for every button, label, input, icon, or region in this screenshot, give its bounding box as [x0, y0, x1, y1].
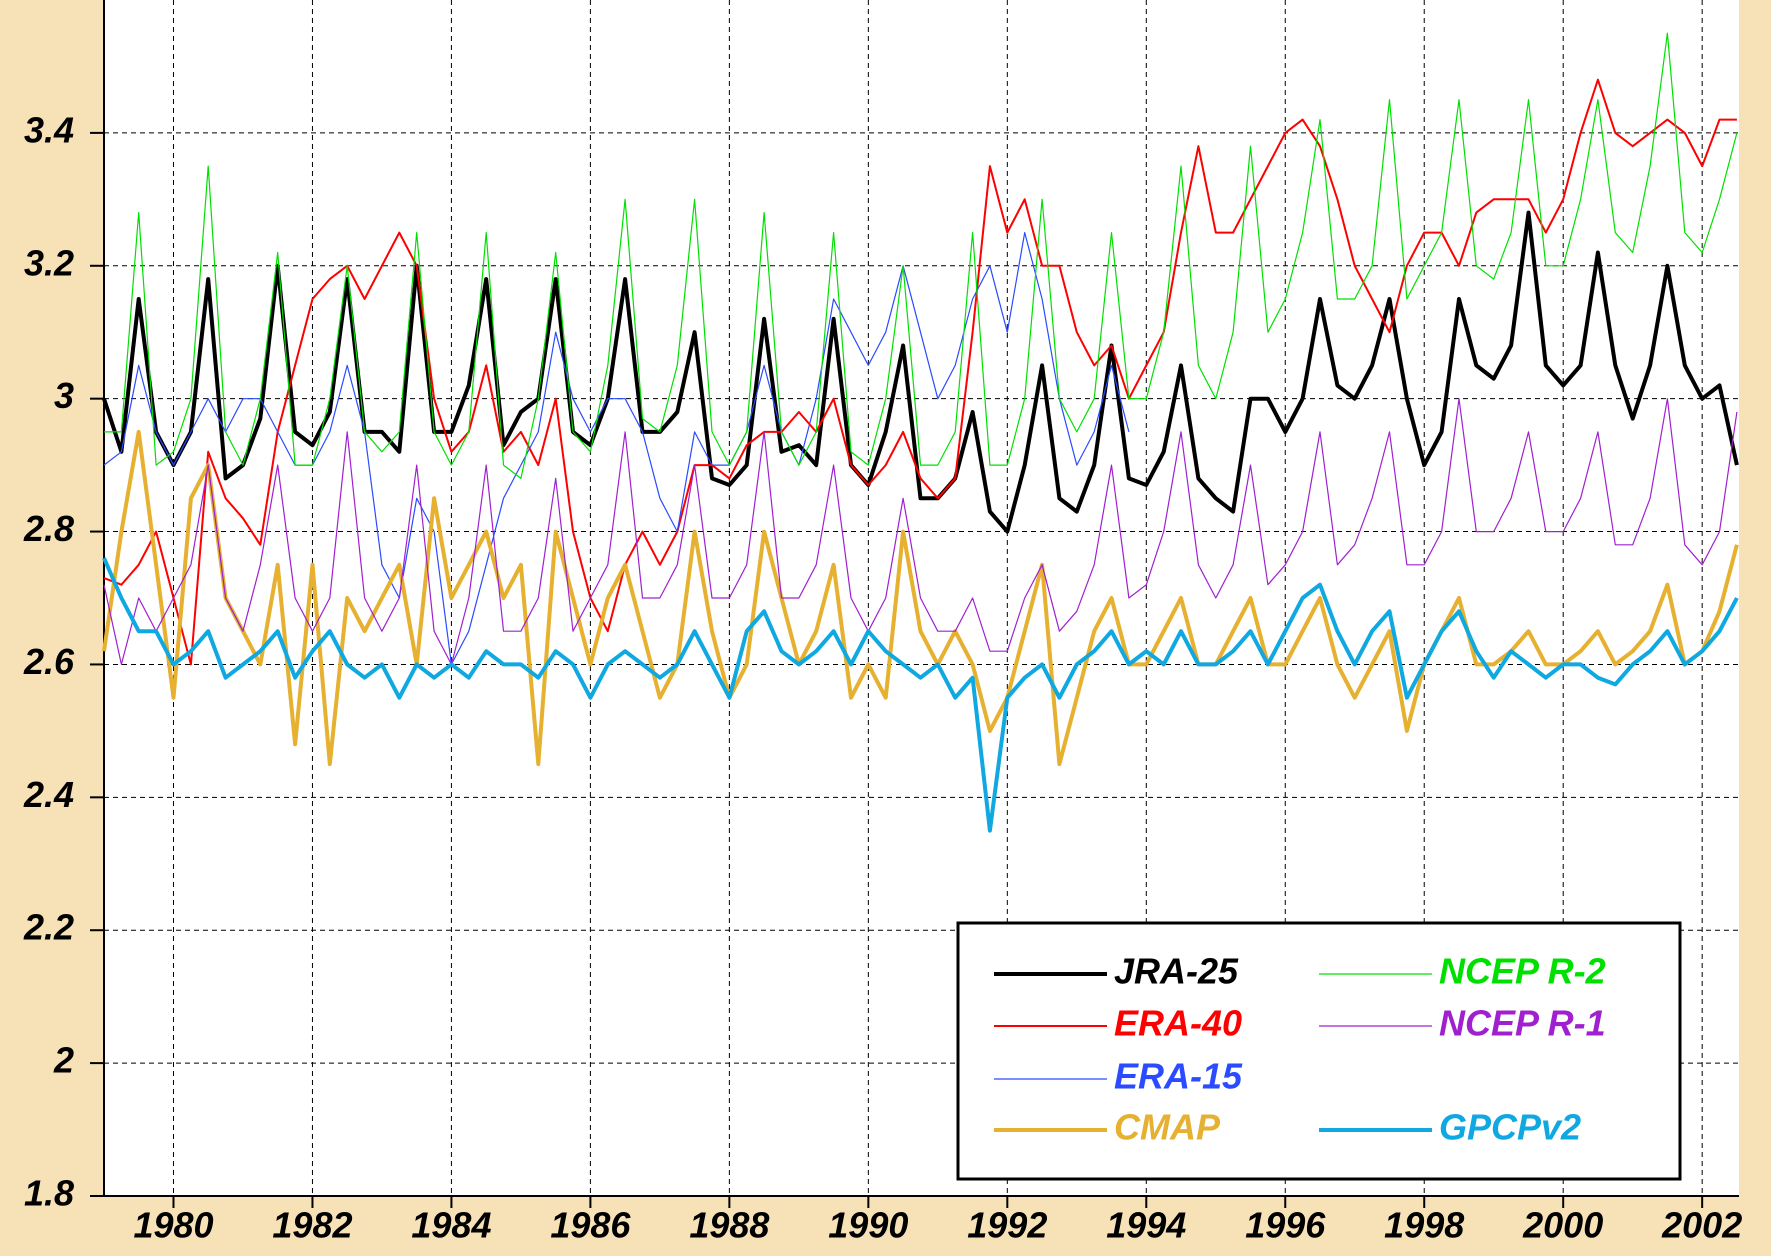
series-line — [103, 78, 1737, 666]
x-tick-label: 2002 — [1661, 1205, 1742, 1246]
y-tick-label: 1.8 — [24, 1173, 74, 1214]
series-line — [102, 210, 1739, 534]
legend-label: GPCPv2 — [1439, 1107, 1581, 1148]
x-tick-label: 2000 — [1522, 1205, 1603, 1246]
legend-label: JRA-25 — [1114, 951, 1239, 992]
series-line — [103, 232, 1130, 665]
x-tick-label: 1994 — [1106, 1205, 1186, 1246]
series-line — [104, 32, 1738, 479]
x-tick-label: 1988 — [689, 1205, 769, 1246]
series-line — [102, 557, 1739, 833]
y-tick-label: 3.4 — [24, 109, 74, 150]
x-tick-label: 1990 — [828, 1205, 908, 1246]
x-tick-label: 1998 — [1384, 1205, 1464, 1246]
x-tick-label: 1984 — [411, 1205, 491, 1246]
legend-label: CMAP — [1114, 1107, 1221, 1148]
y-tick-label: 2.4 — [23, 774, 74, 815]
legend-label: ERA-40 — [1114, 1003, 1242, 1044]
legend-label: ERA-15 — [1114, 1056, 1243, 1097]
y-tick-label: 2 — [53, 1040, 74, 1081]
legend-label: NCEP R-1 — [1439, 1003, 1606, 1044]
x-tick-label: 1986 — [550, 1205, 631, 1246]
y-tick-label: 2.8 — [23, 508, 74, 549]
x-tick-label: 1992 — [967, 1205, 1047, 1246]
legend-box — [956, 921, 1682, 1181]
series-line — [103, 398, 1738, 665]
legend-label: NCEP R-2 — [1439, 951, 1606, 992]
x-tick-label: 1980 — [133, 1205, 213, 1246]
y-tick-label: 2.2 — [23, 907, 74, 948]
x-tick-label: 1996 — [1245, 1205, 1326, 1246]
y-tick-label: 2.6 — [23, 641, 75, 682]
x-tick-label: 1982 — [272, 1205, 352, 1246]
y-tick-label: 3 — [54, 375, 74, 416]
y-tick-label: 3.2 — [24, 242, 74, 283]
legend: JRA-25 ERA-40 ERA-15 CMAP NCEP R-2 NCEP R-1 GP… — [956, 921, 1682, 1181]
